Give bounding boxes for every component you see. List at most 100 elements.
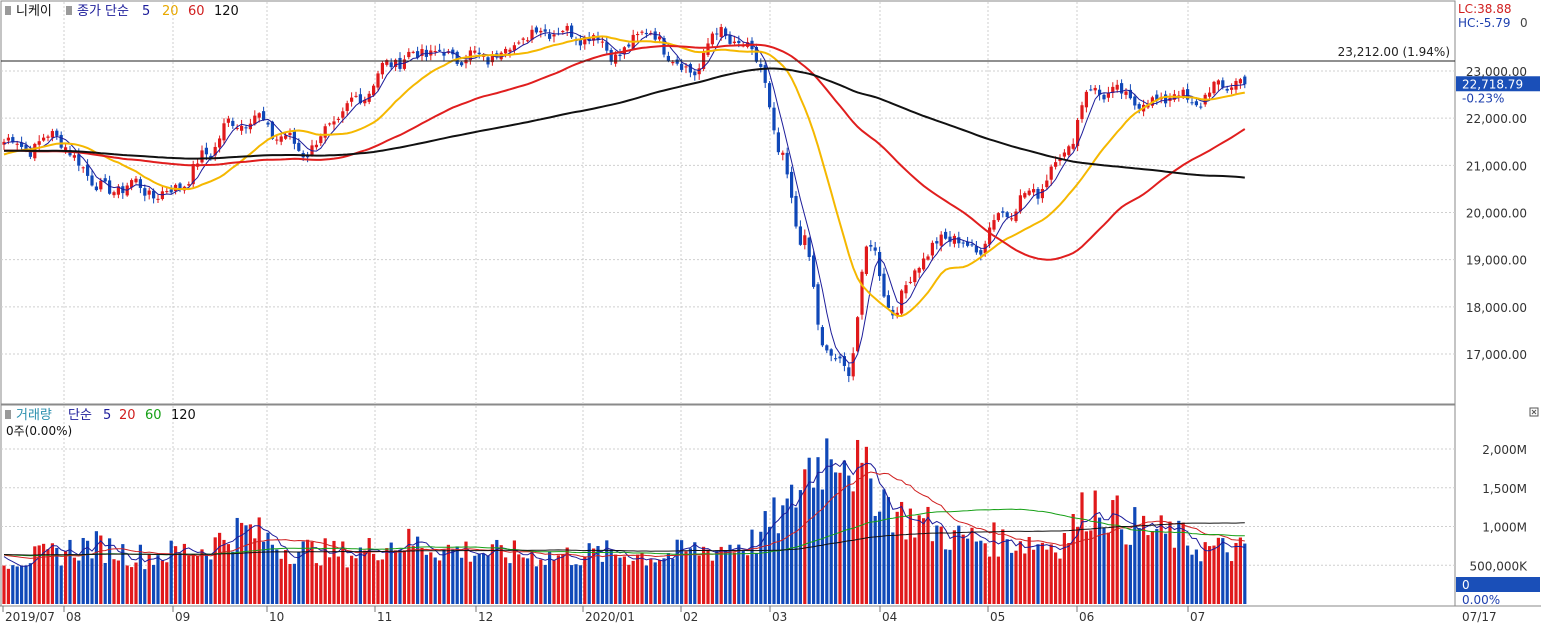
date-label: 12: [478, 610, 493, 624]
volume-bar: [1225, 552, 1229, 604]
candle-body: [1071, 143, 1075, 149]
volume-bar: [922, 518, 926, 604]
volume-bar: [952, 530, 956, 604]
candle-body: [680, 63, 684, 70]
volume-bar: [160, 560, 164, 604]
price-panel-toggle-icon[interactable]: [5, 6, 11, 15]
date-label: 06: [1079, 610, 1094, 624]
volume-bar: [323, 538, 327, 604]
candle-body: [944, 231, 948, 239]
volume-bar: [152, 564, 156, 604]
volume-bar: [297, 551, 301, 604]
volume-bar: [442, 549, 446, 604]
ma5-legend: 5: [142, 4, 150, 19]
vma120-legend: 120: [171, 408, 196, 423]
candle-body: [939, 234, 943, 246]
candle-body: [64, 147, 68, 151]
candle-body: [904, 285, 908, 294]
candle-body: [358, 94, 362, 104]
volume-bar: [917, 515, 921, 604]
volume-bar: [121, 544, 125, 604]
candle-body: [1040, 188, 1044, 199]
volume-moving-averages: [3, 459, 1245, 567]
candle-body: [627, 44, 631, 47]
ma-toggle-icon[interactable]: [66, 6, 72, 15]
candle-body: [719, 27, 723, 37]
candle-body: [1111, 86, 1115, 93]
candle-body: [530, 29, 534, 40]
candle-body: [521, 38, 525, 40]
date-label: 03: [772, 610, 787, 624]
candle-body: [213, 146, 217, 156]
ma120-line: [4, 67, 1245, 179]
volume-bar: [948, 549, 952, 604]
candle-body: [24, 144, 28, 151]
date-label: 07: [1190, 610, 1205, 624]
candle-body: [666, 55, 670, 61]
candle-body: [926, 256, 930, 260]
candle-body: [350, 97, 354, 102]
candle-body: [614, 54, 618, 64]
volume-bar: [1071, 514, 1075, 604]
candle-body: [900, 290, 904, 314]
volume-bar: [1054, 552, 1058, 604]
volume-ma-legend-label: 단순: [68, 408, 92, 423]
volume-panel-toggle-icon[interactable]: [5, 410, 11, 419]
volume-bar: [1014, 550, 1018, 604]
candle-body: [908, 281, 912, 283]
volume-bar: [134, 562, 138, 604]
candle-body: [1238, 79, 1242, 84]
volume-bar: [1208, 546, 1212, 604]
candle-body: [781, 152, 785, 155]
candle-body: [257, 113, 261, 118]
candle-body: [794, 196, 798, 227]
candle-body: [790, 171, 794, 198]
candle-body: [1199, 106, 1203, 108]
candle-body: [235, 127, 239, 129]
volume-bar: [1005, 539, 1009, 604]
candle-body: [864, 246, 868, 274]
candle-body: [913, 270, 917, 283]
volume-bar: [957, 525, 961, 604]
volume-bar: [1128, 544, 1132, 604]
volume-bar: [130, 567, 134, 604]
candle-body: [816, 284, 820, 325]
volume-bar: [675, 539, 679, 604]
candle-body: [803, 235, 807, 246]
date-label: 09: [175, 610, 190, 624]
candle-body: [297, 142, 301, 151]
volume-bar: [235, 517, 239, 604]
volume-bar: [1076, 526, 1080, 604]
candle-body: [200, 150, 204, 163]
volume-bar: [270, 544, 274, 604]
volume-bar: [1080, 492, 1084, 604]
volume-bar: [1106, 532, 1110, 604]
candle-body: [710, 33, 714, 45]
volume-bar: [790, 484, 794, 604]
volume-bar: [1124, 544, 1128, 604]
candle-body: [134, 178, 138, 183]
lc-label: LC:38.88: [1458, 2, 1511, 16]
candle-body: [842, 356, 846, 366]
candle-body: [323, 126, 327, 138]
volume-bar: [812, 487, 816, 604]
candle-body: [684, 66, 688, 68]
volume-bar: [649, 559, 653, 604]
volume-bar: [218, 532, 222, 604]
volume-bar: [803, 469, 807, 604]
candle-body: [279, 136, 283, 142]
candle-body: [407, 51, 411, 58]
volume-bar: [90, 558, 94, 604]
date-label: 2019/07: [5, 610, 55, 624]
volume-bar: [636, 554, 640, 604]
volume-bar: [11, 565, 15, 604]
candle-body: [94, 186, 98, 191]
volume-bar: [565, 547, 569, 604]
candle-body: [512, 45, 516, 51]
volume-bar: [156, 555, 160, 604]
volume-bar: [684, 551, 688, 604]
candle-body: [644, 32, 648, 35]
candle-body: [345, 103, 349, 111]
volume-bar: [116, 560, 120, 604]
candle-body: [970, 244, 974, 246]
